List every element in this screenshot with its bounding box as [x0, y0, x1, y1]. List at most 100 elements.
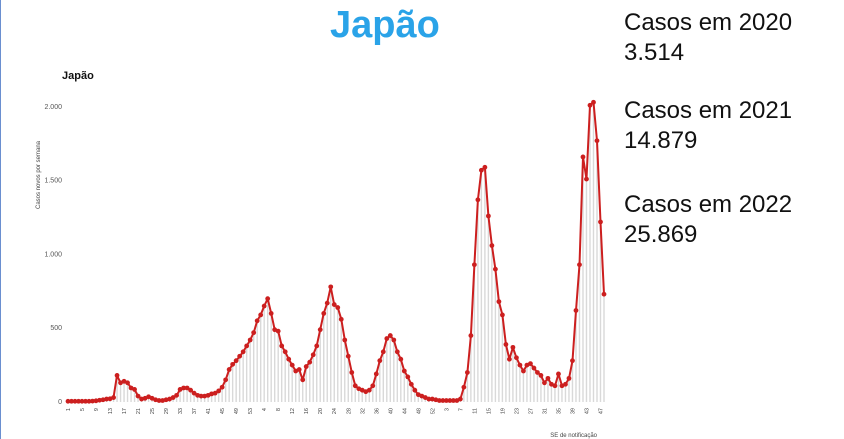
data-point — [517, 362, 523, 368]
data-point — [478, 167, 484, 173]
stat-value: 3.514 — [624, 39, 685, 66]
data-point — [545, 375, 551, 381]
data-point — [507, 356, 512, 362]
data-point — [132, 387, 137, 392]
data-point — [345, 353, 351, 359]
x-tick-label: 1 — [66, 408, 72, 411]
data-point — [86, 398, 92, 404]
series-line — [68, 101, 605, 403]
x-tick-label: 12 — [290, 408, 296, 414]
data-point — [181, 385, 187, 391]
data-point — [538, 373, 544, 378]
data-point — [125, 380, 130, 386]
data-point — [244, 343, 250, 349]
data-point — [384, 336, 390, 341]
chart-title: Japão — [62, 70, 94, 82]
data-point — [111, 395, 116, 400]
data-point — [485, 213, 491, 219]
data-point — [566, 375, 572, 381]
x-tick-label: 35 — [556, 408, 562, 414]
data-point — [104, 396, 109, 402]
data-point — [552, 383, 558, 389]
data-point — [482, 164, 488, 170]
page-title: Japão — [330, 4, 440, 46]
y-tick-label: 0 — [58, 399, 62, 406]
data-point — [296, 367, 302, 372]
stat-value: 25.869 — [624, 221, 698, 248]
x-tick-label: 47 — [598, 408, 604, 414]
stat-label: Casos em 2020 — [624, 9, 793, 36]
x-tick-label: 29 — [164, 408, 170, 414]
x-axis: 1 5 9 13 17 21 25 29 33 37 41 45 49 53 4 8 12 16 20 24 28 32 3… — [66, 408, 604, 414]
x-tick-label: 45 — [220, 408, 226, 414]
data-point — [580, 154, 586, 160]
data-point — [450, 398, 456, 403]
x-tick-label: 21 — [136, 408, 142, 414]
x-tick-label: 49 — [234, 408, 240, 414]
y-tick-label: 1.000 — [44, 251, 62, 258]
data-point — [135, 393, 141, 399]
data-point — [331, 302, 337, 307]
y-axis: 0 500 1.000 1.500 2.000 — [44, 104, 62, 406]
data-point — [542, 380, 547, 386]
data-point — [174, 392, 180, 398]
data-point — [591, 99, 596, 105]
data-point — [401, 368, 407, 374]
data-point — [342, 337, 348, 343]
x-tick-label: 32 — [360, 408, 366, 414]
data-point — [314, 343, 320, 349]
data-point — [303, 364, 309, 369]
data-point — [535, 370, 540, 375]
data-point — [443, 398, 449, 403]
data-point — [83, 398, 88, 404]
x-tick-label: 27 — [528, 408, 534, 414]
data-point — [528, 361, 533, 367]
data-point — [65, 398, 71, 404]
stat-2021: Casos em 2021 14.879 — [624, 96, 792, 156]
data-point — [370, 383, 376, 389]
frame-border — [0, 0, 1, 439]
data-point — [279, 343, 285, 349]
data-point — [275, 328, 281, 334]
x-tick-label: 33 — [178, 408, 184, 414]
chart: Japão Casos novos por semana SE de notif… — [0, 60, 610, 439]
data-point — [289, 362, 295, 368]
stat-value: 14.879 — [624, 127, 698, 154]
x-tick-label: 7 — [458, 408, 464, 411]
x-tick-label: 31 — [542, 408, 548, 414]
data-point — [114, 373, 120, 378]
x-tick-label: 43 — [584, 408, 590, 414]
x-tick-label: 39 — [570, 408, 576, 414]
data-point — [594, 138, 600, 144]
x-tick-label: 8 — [276, 408, 282, 411]
data-point — [500, 312, 505, 318]
data-point — [212, 390, 218, 396]
data-point — [577, 262, 582, 268]
data-point — [310, 352, 316, 358]
data-point — [258, 312, 264, 318]
data-point — [240, 349, 246, 355]
x-tick-label: 41 — [206, 408, 212, 414]
data-point — [247, 337, 253, 343]
data-point — [521, 368, 526, 374]
data-point — [426, 396, 432, 402]
data-point — [468, 333, 474, 338]
data-point — [496, 299, 502, 305]
data-point — [377, 358, 383, 364]
data-point — [268, 311, 274, 316]
data-point — [219, 384, 225, 390]
x-tick-label: 23 — [514, 408, 520, 414]
data-point — [489, 243, 495, 248]
data-point — [352, 383, 358, 389]
data-point — [398, 356, 404, 362]
data-point — [405, 374, 411, 380]
x-tick-label: 48 — [416, 408, 422, 414]
data-point — [265, 296, 271, 302]
data-point — [601, 291, 607, 297]
stat-label: Casos em 2021 — [624, 97, 793, 124]
data-point — [223, 377, 229, 383]
data-point — [261, 303, 267, 309]
stat-2022: Casos em 2022 25.869 — [624, 190, 792, 250]
data-point — [394, 349, 400, 355]
data-point — [387, 333, 393, 338]
